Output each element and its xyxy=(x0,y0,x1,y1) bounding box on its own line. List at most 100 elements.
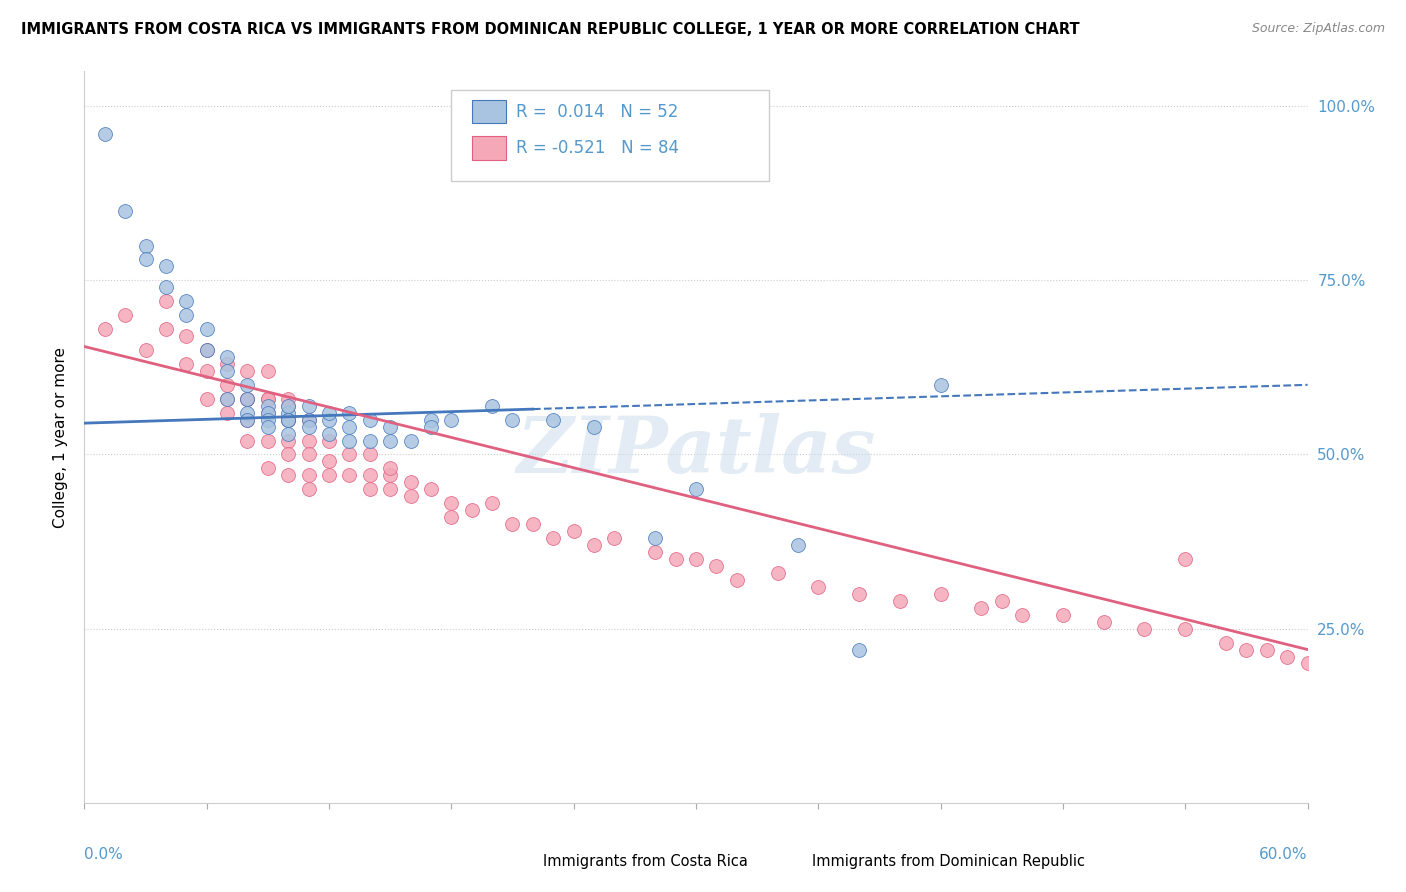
Text: Immigrants from Costa Rica: Immigrants from Costa Rica xyxy=(543,854,748,869)
Point xyxy=(440,412,463,426)
Point xyxy=(257,419,280,434)
Point xyxy=(298,483,321,497)
Point xyxy=(195,364,218,378)
Point xyxy=(339,448,361,462)
Point xyxy=(93,127,115,141)
Point xyxy=(277,468,299,483)
Point xyxy=(217,392,239,406)
Point xyxy=(685,552,707,566)
Point xyxy=(889,594,911,608)
Point xyxy=(236,412,259,426)
Point xyxy=(665,552,688,566)
Point xyxy=(502,517,524,532)
Point xyxy=(359,483,381,497)
Point xyxy=(399,489,422,503)
Point xyxy=(277,448,299,462)
Point xyxy=(155,294,177,309)
Point xyxy=(1092,615,1115,629)
Point xyxy=(481,496,503,510)
Point xyxy=(277,434,299,448)
Point xyxy=(174,308,197,322)
Point xyxy=(420,419,443,434)
Text: IMMIGRANTS FROM COSTA RICA VS IMMIGRANTS FROM DOMINICAN REPUBLIC COLLEGE, 1 YEAR: IMMIGRANTS FROM COSTA RICA VS IMMIGRANTS… xyxy=(21,22,1080,37)
Point xyxy=(991,594,1014,608)
Point xyxy=(522,517,544,532)
Text: 0.0%: 0.0% xyxy=(84,847,124,862)
Point xyxy=(399,475,422,490)
Point xyxy=(277,412,299,426)
Text: Immigrants from Dominican Republic: Immigrants from Dominican Republic xyxy=(813,854,1085,869)
Point xyxy=(195,392,218,406)
Point xyxy=(236,377,259,392)
Point xyxy=(380,468,402,483)
Point xyxy=(135,343,157,357)
Point xyxy=(277,392,299,406)
Point xyxy=(359,412,381,426)
Point xyxy=(236,392,259,406)
Point xyxy=(318,426,340,441)
Point xyxy=(1256,642,1278,657)
Point xyxy=(318,434,340,448)
Point xyxy=(155,322,177,336)
FancyBboxPatch shape xyxy=(506,853,533,871)
Point xyxy=(217,392,239,406)
Point xyxy=(236,406,259,420)
FancyBboxPatch shape xyxy=(776,853,803,871)
Point xyxy=(298,412,321,426)
Point xyxy=(298,419,321,434)
Point xyxy=(217,406,239,420)
Point xyxy=(257,399,280,413)
Point xyxy=(929,377,952,392)
Point xyxy=(298,399,321,413)
Point xyxy=(114,203,136,218)
Point xyxy=(195,322,218,336)
Point xyxy=(257,412,280,426)
Text: Source: ZipAtlas.com: Source: ZipAtlas.com xyxy=(1251,22,1385,36)
Point xyxy=(848,587,870,601)
Point xyxy=(236,434,259,448)
Point xyxy=(1052,607,1074,622)
Point xyxy=(155,280,177,294)
Point xyxy=(766,566,789,580)
Point xyxy=(298,412,321,426)
Point xyxy=(318,412,340,426)
Point xyxy=(236,364,259,378)
Text: ZIPatlas: ZIPatlas xyxy=(516,414,876,490)
Point xyxy=(339,406,361,420)
Point xyxy=(359,448,381,462)
Point xyxy=(1296,657,1319,671)
Point xyxy=(461,503,484,517)
FancyBboxPatch shape xyxy=(472,100,506,123)
Point xyxy=(277,406,299,420)
Point xyxy=(236,392,259,406)
Point xyxy=(481,399,503,413)
Point xyxy=(277,412,299,426)
Point xyxy=(603,531,626,545)
Point xyxy=(257,392,280,406)
Point xyxy=(562,524,585,538)
Point xyxy=(644,545,666,559)
Point xyxy=(277,399,299,413)
Point xyxy=(685,483,707,497)
Point xyxy=(399,434,422,448)
Point xyxy=(155,260,177,274)
Point xyxy=(236,412,259,426)
Point xyxy=(1215,635,1237,649)
Point xyxy=(440,510,463,524)
Point xyxy=(298,434,321,448)
Point xyxy=(502,412,524,426)
Point xyxy=(970,600,993,615)
Point xyxy=(359,434,381,448)
Point xyxy=(174,329,197,343)
Point xyxy=(257,406,280,420)
Point xyxy=(359,468,381,483)
Point xyxy=(706,558,728,573)
Point xyxy=(583,538,606,552)
Point xyxy=(298,468,321,483)
Y-axis label: College, 1 year or more: College, 1 year or more xyxy=(53,347,69,527)
Point xyxy=(807,580,830,594)
Text: R =  0.014   N = 52: R = 0.014 N = 52 xyxy=(516,103,679,120)
Point xyxy=(93,322,115,336)
Point xyxy=(318,406,340,420)
Point xyxy=(195,343,218,357)
